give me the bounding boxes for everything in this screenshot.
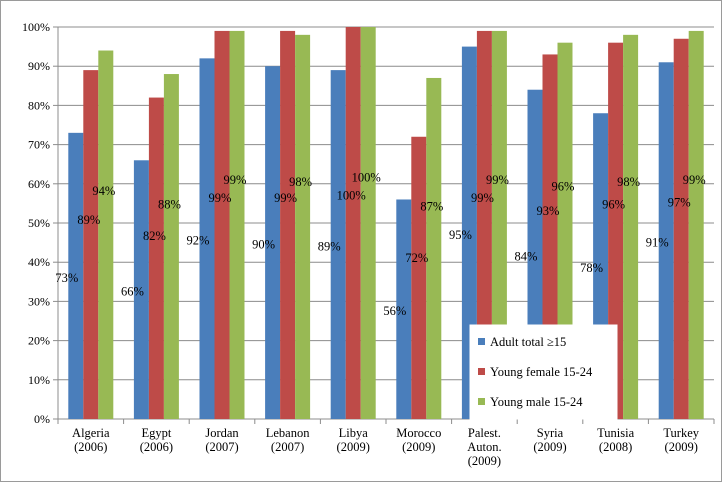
y-tick-label: 0% — [34, 412, 50, 426]
y-tick-label: 40% — [28, 255, 50, 269]
x-tick-label: (2009) — [468, 454, 501, 468]
data-label: 89% — [77, 213, 100, 227]
x-tick-label: (2006) — [74, 440, 107, 454]
bar — [330, 70, 346, 420]
bar — [68, 132, 84, 419]
data-label: 95% — [449, 228, 472, 242]
data-label: 84% — [515, 249, 538, 263]
y-tick-label: 30% — [28, 294, 50, 308]
x-tick-label: Lebanon — [266, 426, 310, 440]
data-label: 73% — [55, 271, 78, 285]
bar — [280, 30, 296, 419]
data-label: 97% — [668, 195, 691, 209]
x-tick-label: (2009) — [665, 440, 698, 454]
data-label: 92% — [187, 234, 210, 248]
data-label: 100% — [352, 171, 381, 185]
bar — [623, 34, 639, 420]
legend-box — [469, 324, 618, 420]
x-tick-label: Turkey — [663, 426, 699, 440]
y-tick-label: 10% — [28, 373, 50, 387]
data-label: 90% — [252, 238, 275, 252]
bar — [133, 160, 149, 419]
data-label: 99% — [471, 191, 494, 205]
data-label: 89% — [318, 240, 341, 254]
data-label: 96% — [602, 197, 625, 211]
bar — [491, 30, 507, 419]
bar — [229, 30, 245, 419]
x-tick-label: (2007) — [205, 440, 238, 454]
x-tick-label: Tunisia — [597, 426, 635, 440]
y-tick-label: 20% — [28, 334, 50, 348]
bar — [148, 97, 164, 419]
legend-swatch — [478, 338, 485, 345]
legend-swatch — [478, 398, 485, 405]
data-label: 66% — [121, 285, 144, 299]
bar — [295, 34, 311, 420]
data-label: 78% — [580, 261, 603, 275]
y-tick-label: 60% — [28, 177, 50, 191]
x-tick-label: Palest. — [468, 426, 501, 440]
bar — [688, 30, 704, 419]
x-tick-label: (2009) — [533, 440, 566, 454]
x-tick-label: (2008) — [599, 440, 632, 454]
x-tick-label: (2007) — [271, 440, 304, 454]
data-label: 98% — [617, 175, 640, 189]
legend-label: Young female 15-24 — [490, 365, 593, 379]
bar — [360, 27, 376, 419]
data-label: 99% — [486, 173, 509, 187]
data-label: 93% — [537, 204, 560, 218]
x-tick-label: Auton. — [467, 440, 501, 454]
data-label: 91% — [646, 236, 669, 250]
bar — [265, 66, 281, 419]
x-tick-label: Libya — [339, 426, 369, 440]
bar — [396, 199, 412, 419]
bar — [658, 62, 674, 419]
data-label: 87% — [420, 200, 443, 214]
data-label: 82% — [143, 229, 166, 243]
x-tick-label: Algeria — [72, 426, 110, 440]
y-tick-label: 50% — [28, 216, 50, 230]
data-label: 99% — [224, 173, 247, 187]
bar — [426, 77, 442, 420]
x-tick-label: Egypt — [141, 426, 171, 440]
data-label: 96% — [552, 179, 575, 193]
data-label: 94% — [92, 184, 115, 198]
x-tick-label: (2006) — [140, 440, 173, 454]
x-tick-label: Jordan — [205, 426, 239, 440]
y-tick-label: 90% — [28, 59, 50, 73]
bar — [411, 136, 427, 419]
data-label: 56% — [383, 304, 406, 318]
x-tick-label: Morocco — [396, 426, 441, 440]
legend-label: Young male 15-24 — [490, 395, 583, 409]
y-tick-label: 100% — [22, 20, 50, 34]
x-tick-label: (2009) — [402, 440, 435, 454]
legend-label: Adult total ≥15 — [490, 335, 566, 349]
data-label: 100% — [337, 189, 366, 203]
data-label: 99% — [209, 191, 232, 205]
bar — [214, 30, 230, 419]
data-label: 88% — [158, 197, 181, 211]
data-label: 99% — [274, 191, 297, 205]
legend-swatch — [478, 368, 485, 375]
bar — [199, 58, 215, 420]
data-label: 98% — [289, 175, 312, 189]
bar — [673, 38, 689, 419]
data-label: 99% — [683, 173, 706, 187]
bar — [98, 50, 114, 420]
x-tick-label: (2009) — [337, 440, 370, 454]
x-tick-label: Syria — [537, 426, 564, 440]
bar — [163, 74, 179, 419]
bar — [476, 30, 492, 419]
y-tick-label: 70% — [28, 138, 50, 152]
y-tick-label: 80% — [28, 98, 50, 112]
bar — [345, 27, 361, 419]
data-label: 72% — [405, 251, 428, 265]
bar — [83, 70, 99, 420]
